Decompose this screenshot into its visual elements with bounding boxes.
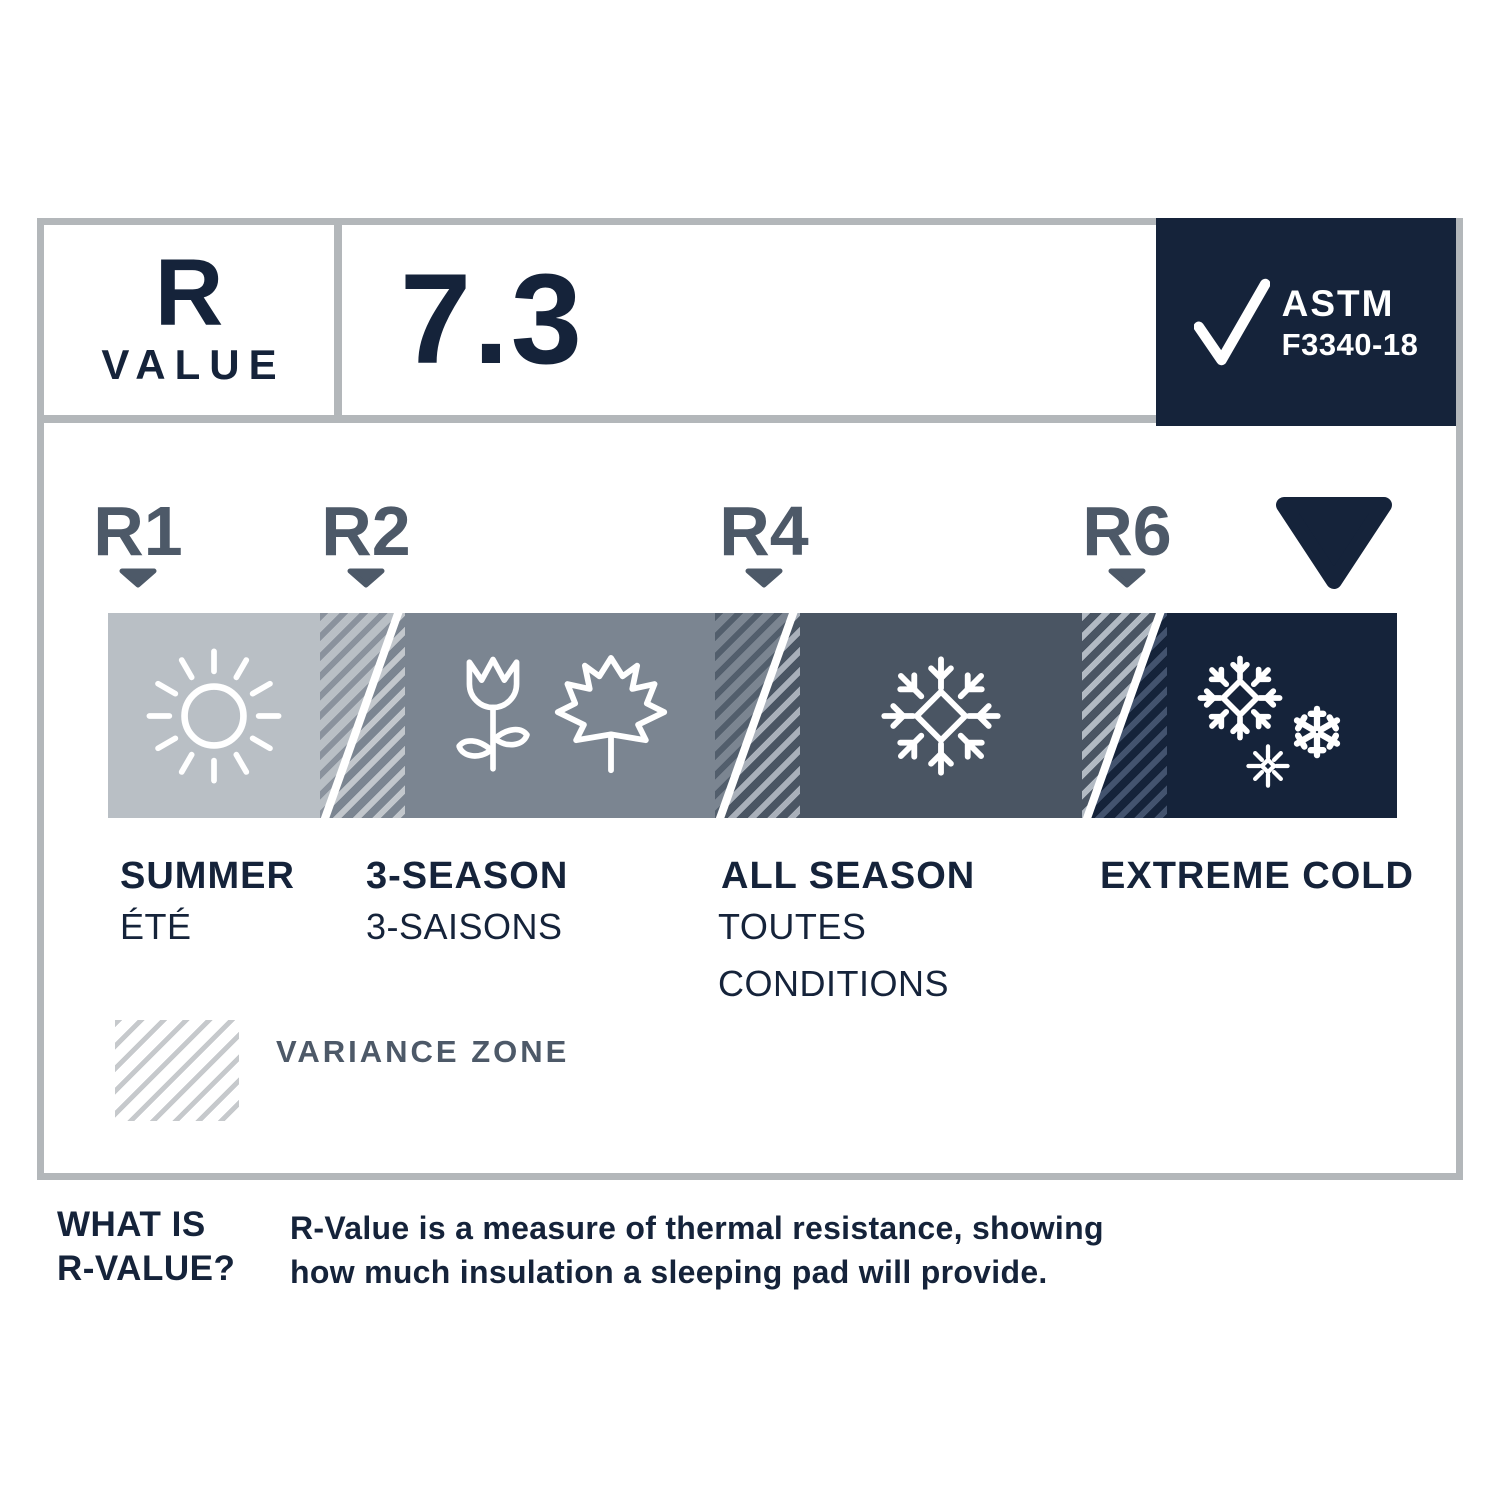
scale-marker-r4: R4 — [694, 496, 834, 593]
header-horizontal-divider — [44, 415, 1456, 423]
variance-zone — [320, 613, 405, 818]
description-line-2: how much insulation a sleeping pad will … — [290, 1254, 1048, 1290]
description-line-1: R-Value is a measure of thermal resistan… — [290, 1210, 1104, 1246]
marker-label: R1 — [93, 492, 183, 570]
segment-all-season — [800, 613, 1082, 818]
label-all-season: ALL SEASON — [721, 855, 976, 897]
astm-badge: ASTM F3340-18 — [1156, 218, 1456, 426]
segment-extreme-cold — [1167, 613, 1397, 818]
astm-label: ASTM — [1281, 282, 1395, 324]
value-indicator-arrow-icon — [1276, 497, 1392, 589]
variance-zone — [715, 613, 800, 818]
variance-zone-label: VARIANCE ZONE — [276, 1034, 570, 1069]
label-summer: SUMMER — [120, 855, 295, 897]
sublabel-3-season-fr: 3-SAISONS — [366, 906, 563, 947]
scale-marker-r6: R6 — [1057, 496, 1197, 593]
segment-3-season — [405, 613, 715, 818]
sublabel-all-season-fr: TOUTES CONDITIONS — [718, 906, 950, 1004]
sun-icon — [146, 648, 282, 783]
heading-line-1: WHAT IS — [57, 1205, 206, 1244]
snowflake-large-icon — [1196, 655, 1284, 742]
snowflake-small-icon — [1246, 744, 1290, 788]
label-3-season: 3-SEASON — [366, 855, 569, 897]
small-arrow-down-icon — [745, 568, 783, 588]
header-vertical-divider — [334, 225, 342, 415]
tulip-icon — [456, 656, 530, 772]
marker-label: R6 — [1082, 492, 1172, 570]
scale-marker-r2: R2 — [296, 496, 436, 593]
r-value-description: R-Value is a measure of thermal resistan… — [290, 1206, 1104, 1294]
label-extreme-cold: EXTREME COLD — [1100, 855, 1414, 897]
small-arrow-down-icon — [347, 568, 385, 588]
variance-zone-swatch — [115, 1020, 239, 1121]
snowflake-medium-icon — [1289, 705, 1345, 760]
r-unit-letter: R — [154, 240, 224, 346]
segment-summer — [108, 613, 320, 818]
astm-text: ASTM F3340-18 — [1282, 285, 1419, 360]
astm-standard: F3340-18 — [1281, 326, 1419, 362]
sublabel-summer-fr: ÉTÉ — [120, 906, 192, 947]
checkmark-icon — [1193, 278, 1270, 366]
marker-label: R4 — [719, 492, 809, 570]
marker-label: R2 — [321, 492, 411, 570]
r-value-number: 7.3 — [400, 248, 584, 391]
r-unit-word: VALUE — [101, 341, 286, 388]
heading-line-2: R-VALUE? — [57, 1249, 236, 1288]
small-arrow-down-icon — [1108, 568, 1146, 588]
scale-marker-r1: R1 — [68, 496, 208, 593]
small-arrow-down-icon — [119, 568, 157, 588]
variance-zone — [1082, 613, 1167, 818]
maple-leaf-icon — [554, 654, 668, 773]
what-is-r-value-heading: WHAT IS R-VALUE? — [57, 1203, 235, 1291]
snowflake-icon — [878, 655, 1004, 779]
